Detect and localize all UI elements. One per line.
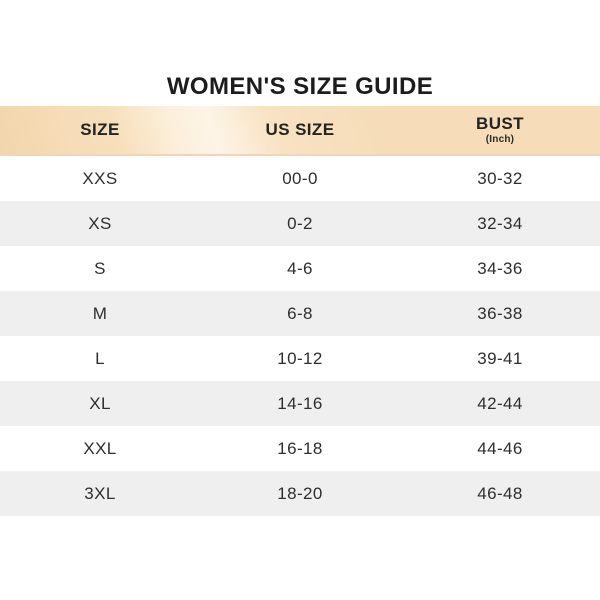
table-row-3xl: 3XL 18-20 46-48: [0, 471, 600, 516]
cell-us-size: 18-20: [277, 483, 323, 503]
header-cell-us-size: US SIZE: [265, 120, 335, 139]
cell-size: XL: [89, 393, 111, 413]
cell-bust: 30-32: [477, 168, 523, 188]
cell-size: XS: [88, 213, 112, 233]
size-table-body: XXS 00-0 30-32 XS 0-2 32-34 S 4-6 34-36 …: [0, 156, 600, 516]
cell-size: M: [92, 303, 108, 323]
cell-bust: 34-36: [477, 258, 523, 278]
cell-bust: 46-48: [477, 483, 523, 503]
header-cell-bust: BUST (Inch): [400, 115, 600, 145]
cell-size: L: [95, 348, 105, 368]
page-title: WOMEN'S SIZE GUIDE: [166, 73, 434, 100]
cell-us-size: 4-6: [287, 258, 313, 278]
cell-us-size: 00-0: [282, 168, 318, 188]
cell-us-size: 14-16: [277, 393, 323, 413]
cell-us-size: 6-8: [287, 303, 313, 323]
cell-bust: 32-34: [477, 213, 523, 233]
header-cell-size: SIZE: [80, 120, 120, 139]
bust-unit-label: (Inch): [485, 134, 515, 145]
cell-size: XXS: [82, 168, 118, 188]
cell-size: XXL: [83, 438, 117, 458]
cell-us-size: 0-2: [287, 213, 313, 233]
table-row-xs: XS 0-2 32-34: [0, 201, 600, 246]
cell-us-size: 10-12: [277, 348, 323, 368]
cell-size: S: [94, 258, 106, 278]
table-header-row: SIZE US SIZE BUST (Inch): [0, 106, 600, 156]
cell-bust: 42-44: [477, 393, 523, 413]
cell-bust: 36-38: [477, 303, 523, 323]
bust-label: BUST: [476, 114, 524, 133]
cell-bust: 39-41: [477, 348, 523, 368]
cell-us-size: 16-18: [277, 438, 323, 458]
cell-bust: 44-46: [477, 438, 523, 458]
cell-size: 3XL: [84, 483, 116, 503]
table-row-xxs: XXS 00-0 30-32: [0, 156, 600, 201]
table-row-xl: XL 14-16 42-44: [0, 381, 600, 426]
table-row-l: L 10-12 39-41: [0, 336, 600, 381]
table-row-m: M 6-8 36-38: [0, 291, 600, 336]
table-row-s: S 4-6 34-36: [0, 246, 600, 291]
table-row-xxl: XXL 16-18 44-46: [0, 426, 600, 471]
